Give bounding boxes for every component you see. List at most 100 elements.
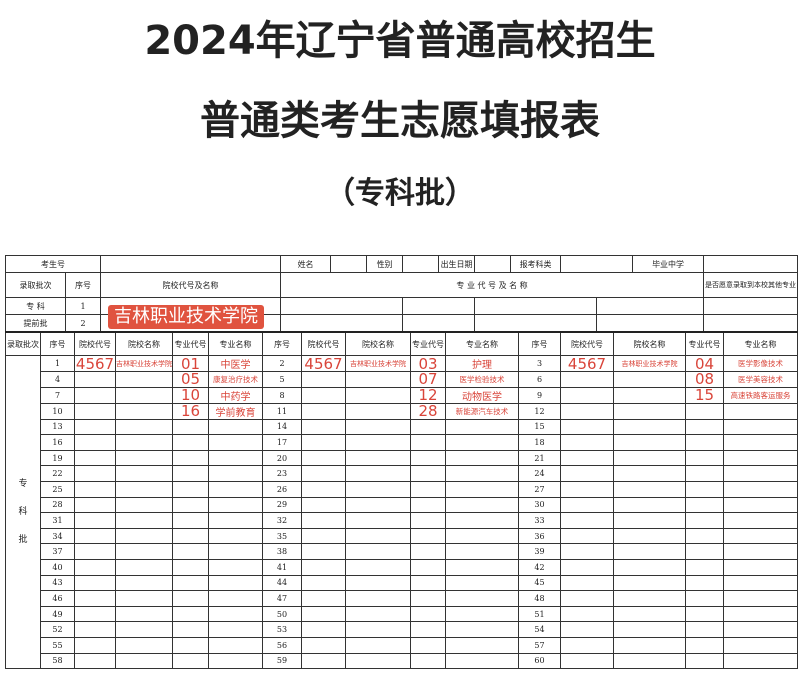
college-code-cell[interactable] xyxy=(74,636,116,654)
major-name-cell[interactable] xyxy=(445,605,519,623)
major-name-cell[interactable]: 医学影像技术 xyxy=(723,355,798,372)
college-code-cell[interactable] xyxy=(301,636,346,654)
college-code-cell[interactable] xyxy=(74,434,116,451)
major-name-cell[interactable] xyxy=(723,496,798,514)
college-code-cell[interactable] xyxy=(74,371,116,388)
major-code-cell[interactable] xyxy=(172,418,209,436)
college-code-cell[interactable] xyxy=(301,512,346,529)
college-code-cell[interactable] xyxy=(301,527,346,545)
college-code-cell[interactable] xyxy=(74,574,116,592)
major-code-cell[interactable]: 16 xyxy=(172,402,209,420)
major-name-cell[interactable] xyxy=(208,621,263,638)
major-code-cell[interactable] xyxy=(410,636,446,654)
college-name-cell[interactable] xyxy=(115,386,173,404)
major-name-cell[interactable] xyxy=(208,496,263,514)
major-code-cell[interactable]: 08 xyxy=(685,371,724,388)
major-name-cell[interactable] xyxy=(723,652,798,670)
college-code-cell[interactable] xyxy=(301,652,346,670)
college-code-cell[interactable] xyxy=(560,590,614,607)
major-name-cell[interactable] xyxy=(445,636,519,654)
college-name-cell[interactable] xyxy=(345,496,411,514)
major-code-cell[interactable] xyxy=(172,496,209,514)
college-name-cell[interactable] xyxy=(613,449,686,467)
college-name-cell[interactable] xyxy=(115,496,173,514)
name-field[interactable] xyxy=(330,255,368,273)
major-code-cell[interactable] xyxy=(685,512,724,529)
major-name-cell[interactable] xyxy=(723,434,798,451)
major-code-cell[interactable] xyxy=(172,652,209,670)
college-code-cell[interactable] xyxy=(301,371,346,388)
college-code-cell[interactable] xyxy=(301,386,346,404)
college-name-cell[interactable] xyxy=(115,480,173,498)
college-name-cell[interactable] xyxy=(115,636,173,654)
college-name-cell[interactable] xyxy=(115,512,173,529)
major-name-cell[interactable]: 学前教育 xyxy=(208,402,263,420)
college-name-cell[interactable] xyxy=(345,512,411,529)
college-code-cell[interactable] xyxy=(74,621,116,638)
major-name-cell[interactable] xyxy=(723,558,798,576)
major-code-cell[interactable] xyxy=(410,605,446,623)
college-code-cell[interactable] xyxy=(74,418,116,436)
major-name-cell[interactable] xyxy=(208,590,263,607)
major-name-cell[interactable] xyxy=(723,512,798,529)
major-code-cell[interactable] xyxy=(410,480,446,498)
college-name-cell[interactable] xyxy=(115,558,173,576)
college-code-cell[interactable] xyxy=(74,652,116,670)
college-code-cell[interactable] xyxy=(74,558,116,576)
major-code-cell[interactable] xyxy=(172,590,209,607)
college-name-cell[interactable] xyxy=(115,543,173,560)
college-name-cell[interactable] xyxy=(345,434,411,451)
major-code-cell[interactable] xyxy=(685,449,724,467)
birth-field[interactable] xyxy=(474,255,512,273)
college-code-cell[interactable] xyxy=(560,621,614,638)
college-code-cell[interactable] xyxy=(301,465,346,482)
major-name-cell[interactable] xyxy=(445,621,519,638)
major-name-cell[interactable] xyxy=(445,449,519,467)
major-name-cell[interactable] xyxy=(208,605,263,623)
college-code-cell[interactable] xyxy=(560,543,614,560)
major-code-cell[interactable] xyxy=(172,574,209,592)
college-code-cell[interactable] xyxy=(301,480,346,498)
major-name-cell[interactable]: 高速铁路客运服务 xyxy=(723,386,798,404)
row1-major-3[interactable] xyxy=(474,297,598,315)
major-code-cell[interactable] xyxy=(685,605,724,623)
major-name-cell[interactable] xyxy=(445,527,519,545)
major-name-cell[interactable] xyxy=(445,418,519,436)
college-code-cell[interactable] xyxy=(301,558,346,576)
college-name-cell[interactable] xyxy=(613,527,686,545)
major-name-cell[interactable]: 中药学 xyxy=(208,386,263,404)
major-code-cell[interactable] xyxy=(685,527,724,545)
college-code-cell[interactable] xyxy=(74,543,116,560)
major-code-cell[interactable] xyxy=(172,636,209,654)
major-name-cell[interactable] xyxy=(723,621,798,638)
major-code-cell[interactable] xyxy=(410,418,446,436)
major-name-cell[interactable] xyxy=(208,543,263,560)
major-name-cell[interactable] xyxy=(445,574,519,592)
major-name-cell[interactable] xyxy=(208,652,263,670)
major-code-cell[interactable] xyxy=(172,480,209,498)
college-code-cell[interactable] xyxy=(301,449,346,467)
college-code-cell[interactable] xyxy=(301,402,346,420)
college-code-cell[interactable] xyxy=(74,449,116,467)
college-name-cell[interactable] xyxy=(613,574,686,592)
major-code-cell[interactable] xyxy=(685,590,724,607)
college-name-cell[interactable] xyxy=(613,434,686,451)
major-code-cell[interactable] xyxy=(172,434,209,451)
major-code-cell[interactable]: 28 xyxy=(410,402,446,420)
major-name-cell[interactable]: 新能源汽车技术 xyxy=(445,402,519,420)
major-name-cell[interactable] xyxy=(723,402,798,420)
row2-accept[interactable] xyxy=(703,314,799,332)
major-name-cell[interactable] xyxy=(445,543,519,560)
college-code-cell[interactable] xyxy=(560,496,614,514)
college-code-cell[interactable] xyxy=(74,605,116,623)
major-code-cell[interactable] xyxy=(172,527,209,545)
college-name-cell[interactable] xyxy=(613,652,686,670)
college-name-cell[interactable] xyxy=(345,636,411,654)
major-code-cell[interactable] xyxy=(172,512,209,529)
college-name-cell[interactable] xyxy=(613,418,686,436)
major-code-cell[interactable] xyxy=(410,527,446,545)
subject-field[interactable] xyxy=(560,255,634,273)
college-code-cell[interactable] xyxy=(74,512,116,529)
major-name-cell[interactable]: 医学美容技术 xyxy=(723,371,798,388)
major-name-cell[interactable] xyxy=(723,574,798,592)
